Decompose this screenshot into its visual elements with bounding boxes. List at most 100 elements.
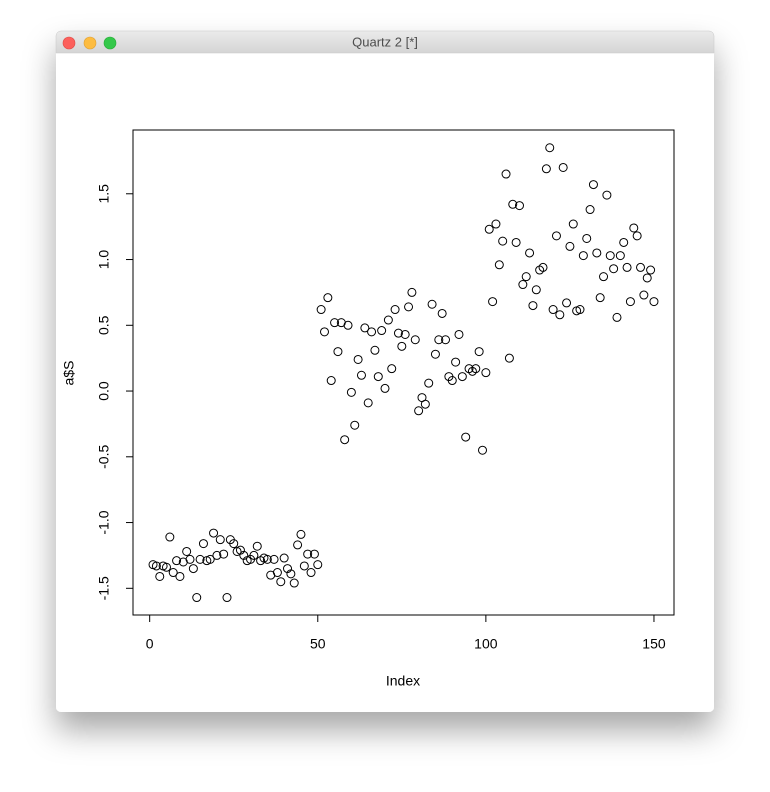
point [205, 554, 215, 564]
point [319, 327, 329, 337]
point [518, 280, 528, 290]
point [478, 445, 488, 455]
point [168, 568, 178, 578]
point [269, 554, 279, 564]
point [188, 564, 198, 574]
point [151, 561, 161, 571]
point [531, 285, 541, 295]
point [373, 372, 383, 382]
point [222, 593, 232, 603]
point [632, 231, 642, 241]
point [521, 272, 531, 282]
point [353, 354, 363, 364]
point [424, 378, 434, 388]
point [538, 262, 548, 272]
point [219, 549, 229, 559]
point [272, 568, 282, 578]
point [356, 370, 366, 380]
point [599, 272, 609, 282]
point [491, 219, 501, 229]
point [172, 556, 182, 566]
point [481, 368, 491, 378]
point [175, 571, 185, 581]
point [383, 315, 393, 325]
zoom-button[interactable] [103, 36, 117, 50]
point [155, 571, 165, 581]
point [427, 299, 437, 309]
point [323, 293, 333, 303]
minimize-button[interactable] [83, 36, 97, 50]
point [195, 554, 205, 564]
point [306, 568, 316, 578]
point [313, 560, 323, 570]
point [309, 549, 319, 559]
window-title: Quartz 2 [*] [352, 34, 418, 49]
point [441, 335, 451, 345]
point [420, 399, 430, 409]
point [629, 223, 639, 233]
point [525, 248, 535, 258]
point [545, 143, 555, 153]
point [400, 329, 410, 339]
point [562, 298, 572, 308]
point [262, 554, 272, 564]
y-tick-label: -1.5 [96, 576, 112, 600]
point [350, 420, 360, 430]
point [592, 248, 602, 258]
point [343, 320, 353, 330]
point [461, 432, 471, 442]
window [56, 31, 714, 712]
point [276, 577, 286, 587]
point [198, 539, 208, 549]
point [377, 326, 387, 336]
y-tick-label: 0.5 [96, 315, 112, 335]
point [393, 328, 403, 338]
y-tick-label: -0.5 [96, 445, 112, 469]
point [299, 561, 309, 571]
point [488, 297, 498, 307]
y-tick-label: -1.0 [96, 510, 112, 534]
point [494, 260, 504, 270]
y-tick-label: 0.0 [96, 381, 112, 401]
point [215, 535, 225, 545]
point [185, 554, 195, 564]
point [279, 553, 289, 563]
point [165, 532, 175, 542]
point [192, 593, 202, 603]
point [182, 546, 192, 556]
point [565, 241, 575, 251]
point [252, 541, 262, 551]
point [430, 349, 440, 359]
point [484, 224, 494, 234]
point [303, 549, 313, 559]
close-button[interactable] [62, 36, 76, 50]
point [363, 398, 373, 408]
point [619, 237, 629, 247]
point [639, 290, 649, 300]
point [555, 310, 565, 320]
point [612, 312, 622, 322]
y-axis-label: a$S [61, 361, 77, 386]
point [508, 199, 518, 209]
point [316, 305, 326, 315]
y-tick-label: 1.0 [96, 250, 112, 270]
point [622, 262, 632, 272]
point [397, 341, 407, 351]
point [286, 569, 296, 579]
point [293, 540, 303, 550]
point [229, 539, 239, 549]
point [575, 305, 585, 315]
x-tick-label: 150 [642, 636, 666, 652]
point [551, 231, 561, 241]
point [625, 297, 635, 307]
point [568, 219, 578, 229]
plot: Index a$S 0 50 100 150 -1.5 -1.0 -0.5 0.0 0.5 1.0… [61, 129, 675, 689]
point [471, 364, 481, 374]
point [588, 180, 598, 190]
point [326, 376, 336, 386]
point [161, 562, 171, 572]
point [511, 237, 521, 247]
point [609, 264, 619, 274]
title-bar [55, 30, 715, 54]
